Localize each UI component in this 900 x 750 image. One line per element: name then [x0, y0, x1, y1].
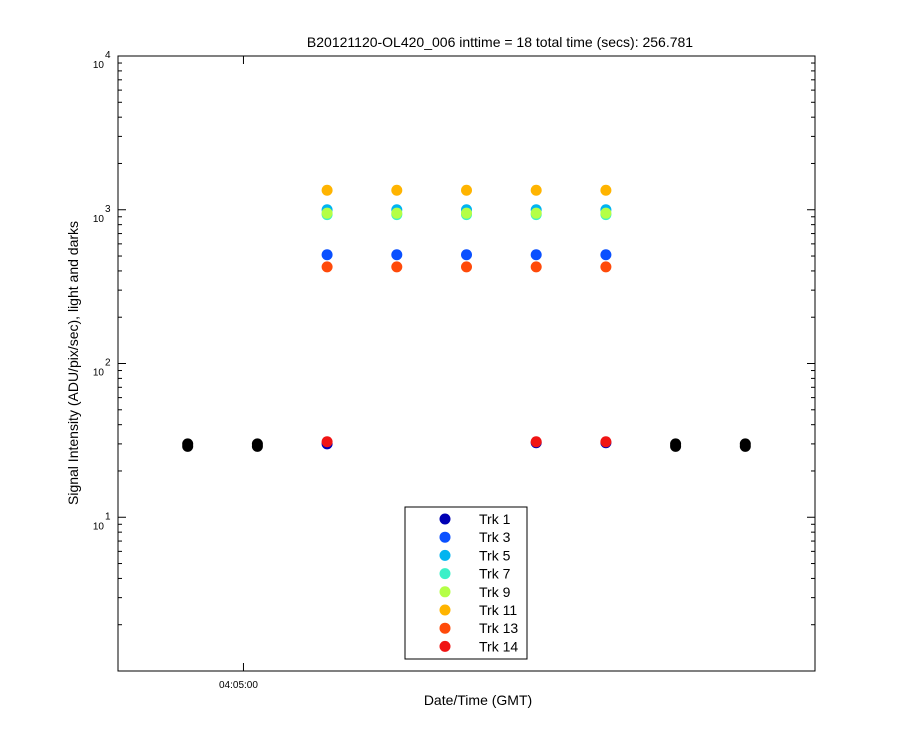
y-tick-label: 101	[93, 511, 111, 532]
legend-label: Trk 14	[479, 638, 518, 654]
data-point-trk-11	[391, 184, 403, 196]
data-point-trk-3	[600, 249, 612, 261]
dark-point	[182, 440, 194, 452]
legend-item: Trk 9	[439, 584, 511, 600]
dark-point	[739, 440, 751, 452]
data-point-trk-13	[321, 261, 333, 273]
legend-item: Trk 11	[439, 602, 517, 618]
legend-label: Trk 9	[479, 584, 511, 600]
data-point-trk-13	[391, 261, 403, 273]
data-point-trk-14	[600, 436, 612, 448]
y-tick-base: 10	[93, 521, 105, 532]
legend-item: Trk 13	[439, 620, 518, 636]
data-point-trk-3	[321, 249, 333, 261]
data-point-trk-14	[321, 436, 333, 448]
data-point-trk-13	[530, 261, 542, 273]
y-tick-exponent: 1	[105, 511, 111, 522]
x-axis-label: Date/Time (GMT)	[424, 692, 532, 708]
dark-point	[251, 440, 263, 452]
y-tick-label: 102	[93, 358, 111, 379]
chart-title: B20121120-OL420_006 inttime = 18 total t…	[307, 34, 693, 50]
y-tick-base: 10	[93, 368, 105, 379]
legend-label: Trk 13	[479, 620, 518, 636]
data-point-trk-11	[530, 184, 542, 196]
data-point-trk-3	[391, 249, 403, 261]
data-point-trk-9	[391, 207, 403, 219]
y-tick-exponent: 4	[105, 50, 111, 61]
legend-item: Trk 5	[439, 547, 511, 563]
legend-label: Trk 3	[479, 529, 511, 545]
legend-label: Trk 5	[479, 547, 511, 563]
legend-marker	[439, 531, 451, 543]
x-tick-labels: 04:05:00	[219, 680, 258, 691]
legend-marker	[439, 586, 451, 598]
legend: Trk 1 Trk 3 Trk 5 Trk 7 Trk 9 Trk 11 Trk 13 Trk…	[404, 506, 528, 660]
axis-ticks	[118, 56, 815, 672]
data-point-trk-13	[600, 261, 612, 273]
x-tick-label: 04:05:00	[219, 680, 258, 691]
y-tick-exponent: 3	[105, 204, 111, 215]
y-tick-label: 104	[93, 50, 111, 71]
y-axis-label: Signal Intensity (ADU/pix/sec), light an…	[65, 221, 81, 505]
data-point-trk-9	[461, 207, 472, 219]
legend-marker	[439, 622, 451, 634]
legend-marker	[439, 640, 451, 652]
dark-point	[670, 440, 682, 452]
legend-marker	[439, 604, 451, 616]
data-point-trk-14	[530, 436, 542, 448]
data-points	[182, 184, 751, 452]
legend-marker	[439, 568, 451, 580]
data-point-trk-9	[530, 207, 542, 219]
legend-marker	[439, 513, 451, 525]
data-point-trk-11	[600, 184, 612, 196]
legend-label: Trk 7	[479, 566, 511, 582]
legend-item: Trk 14	[439, 638, 518, 654]
y-tick-label: 103	[93, 204, 111, 225]
legend-label: Trk 1	[479, 511, 511, 527]
legend-item: Trk 7	[439, 566, 511, 582]
data-point-trk-9	[600, 207, 612, 219]
legend-item: Trk 3	[439, 529, 511, 545]
legend-label: Trk 11	[479, 602, 517, 618]
legend-box	[404, 506, 528, 660]
y-tick-base: 10	[93, 214, 105, 225]
data-point-trk-13	[461, 261, 472, 273]
data-point-trk-3	[461, 249, 472, 261]
data-point-trk-11	[321, 184, 333, 196]
data-point-trk-9	[321, 207, 333, 219]
legend-marker	[439, 549, 451, 561]
y-tick-exponent: 2	[105, 358, 111, 369]
data-point-trk-3	[530, 249, 542, 261]
y-tick-base: 10	[93, 60, 105, 71]
data-point-trk-11	[461, 184, 472, 196]
legend-item: Trk 1	[439, 511, 511, 527]
